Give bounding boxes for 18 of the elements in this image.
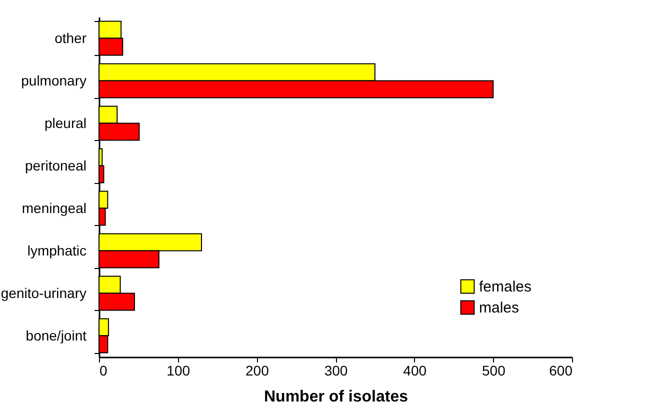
x-axis-title: Number of isolates bbox=[264, 388, 408, 406]
legend-label: males bbox=[479, 300, 520, 316]
x-tick-label: 200 bbox=[245, 362, 270, 378]
y-tick-label: bone/joint bbox=[26, 327, 87, 344]
y-tick-label: peritoneal bbox=[25, 157, 86, 174]
legend-label: females bbox=[479, 278, 532, 296]
y-tick-label: pleural bbox=[44, 114, 86, 131]
y-tick-label: other bbox=[54, 30, 87, 46]
x-tick-label: 100 bbox=[166, 362, 190, 378]
x-tick-label: 300 bbox=[324, 362, 348, 378]
y-tick-label: lymphatic bbox=[27, 242, 86, 258]
y-tick-label: genito-urinary bbox=[0, 284, 86, 301]
x-tick-label: 0 bbox=[100, 362, 108, 378]
x-tick-label: 500 bbox=[482, 362, 506, 378]
y-tick-label: meningeal bbox=[22, 200, 86, 216]
x-tick-label: 400 bbox=[403, 362, 427, 378]
x-tick-label: 600 bbox=[549, 362, 573, 378]
y-tick-label: pulmonary bbox=[21, 72, 86, 88]
